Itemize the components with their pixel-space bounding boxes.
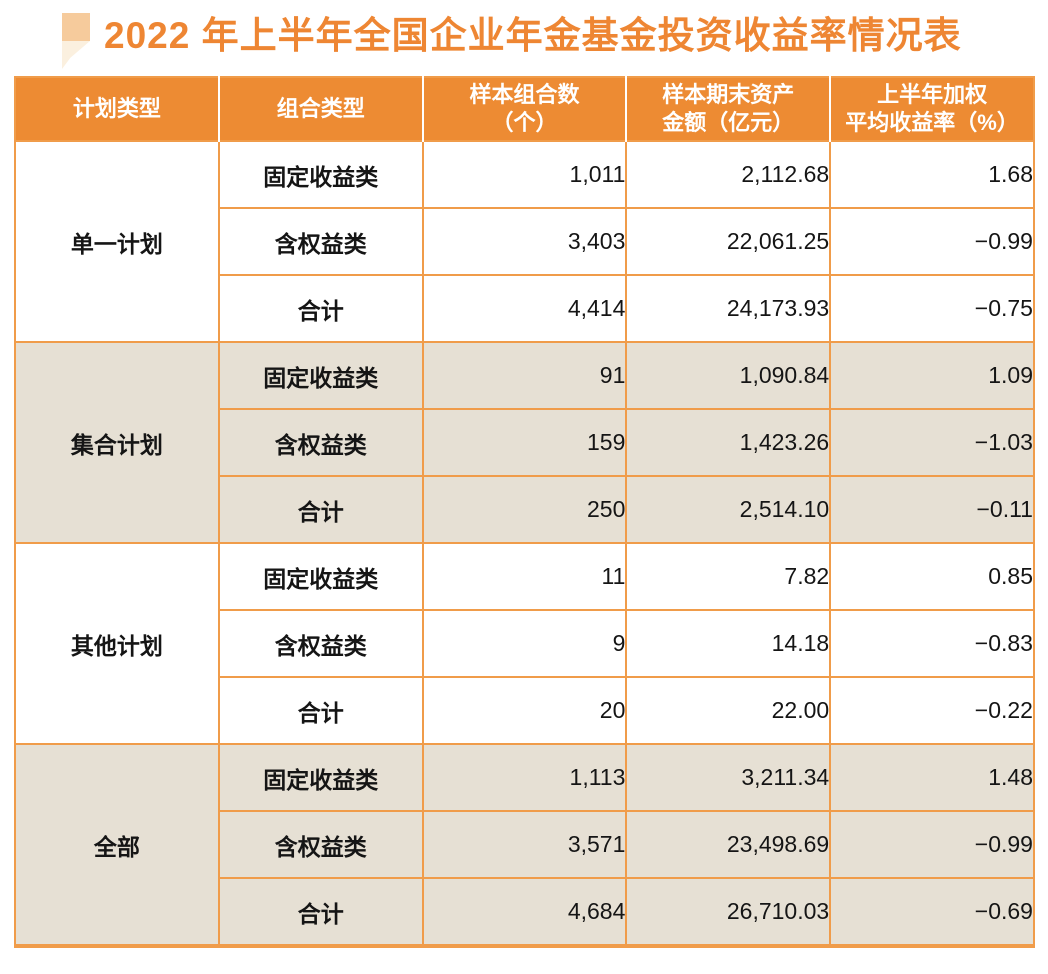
- rate-cell: 0.85: [829, 542, 1035, 611]
- rate-cell: −0.99: [829, 810, 1035, 879]
- rate-cell: −0.99: [829, 207, 1035, 276]
- table-row: 集合计划 固定收益类 91 1,090.84 1.09: [14, 341, 1035, 544]
- plan-type-cell: 集合计划: [14, 341, 220, 544]
- header-label: 金额（亿元）: [662, 110, 795, 135]
- plan-type-cell: 全部: [14, 743, 220, 947]
- assets-cell: 14.18: [625, 609, 832, 678]
- col-header-period-end-assets: 样本期末资产 金额（亿元）: [625, 77, 831, 141]
- sample-count-cell: 11: [421, 542, 628, 611]
- rate-cell: −0.69: [829, 877, 1035, 947]
- header-row: 计划类型 组合类型 样本组合数 （个） 样本期末资产 金额（亿元） 上半年加权 …: [15, 77, 1034, 141]
- table-row: 单一计划 固定收益类 1,011 2,112.68 1.68: [14, 140, 1035, 343]
- sample-count-cell: 1,113: [421, 743, 628, 812]
- rate-cell: 1.09: [829, 341, 1035, 410]
- table-row: 其他计划 固定收益类 11 7.82 0.85: [14, 542, 1035, 745]
- rate-cell: −0.22: [829, 676, 1035, 745]
- table-row: 含权益类 159 1,423.26 −1.03: [15, 408, 1035, 477]
- rate-cell: −1.03: [829, 408, 1035, 477]
- header-label: 上半年加权: [877, 82, 988, 107]
- col-header-sample-count: 样本组合数 （个）: [421, 77, 627, 141]
- portfolio-type-cell: 合计: [217, 475, 424, 544]
- assets-cell: 1,090.84: [625, 341, 832, 410]
- portfolio-type-cell: 含权益类: [217, 408, 424, 477]
- portfolio-type-cell: 合计: [217, 676, 424, 745]
- bullet-tail: [62, 41, 90, 69]
- header-label: 计划类型: [72, 96, 161, 121]
- header-label: 样本期末资产: [662, 82, 795, 107]
- table-row: 合计 4,414 24,173.93 −0.75: [15, 274, 1035, 343]
- assets-cell: 2,112.68: [625, 140, 832, 209]
- title-row: 2022 年上半年全国企业年金基金投资收益率情况表: [62, 10, 962, 69]
- assets-cell: 1,423.26: [625, 408, 832, 477]
- portfolio-type-cell: 固定收益类: [217, 341, 424, 410]
- table-row: 含权益类 9 14.18 −0.83: [15, 609, 1035, 678]
- plan-type-cell: 单一计划: [14, 140, 220, 343]
- table-row: 合计 4,684 26,710.03 −0.69: [15, 877, 1035, 947]
- portfolio-type-cell: 合计: [217, 274, 424, 343]
- sample-count-cell: 3,571: [421, 810, 628, 879]
- assets-cell: 26,710.03: [625, 877, 832, 947]
- page-title: 2022 年上半年全国企业年金基金投资收益率情况表: [104, 15, 962, 56]
- assets-cell: 2,514.10: [625, 475, 832, 544]
- sample-count-cell: 3,403: [421, 207, 628, 276]
- annuity-returns-table: 计划类型 组合类型 样本组合数 （个） 样本期末资产 金额（亿元） 上半年加权 …: [14, 76, 1035, 948]
- sample-count-cell: 91: [421, 341, 628, 410]
- rate-cell: −0.75: [829, 274, 1035, 343]
- assets-cell: 23,498.69: [625, 810, 832, 879]
- header-label: 组合类型: [276, 96, 365, 121]
- sample-count-cell: 1,011: [421, 140, 628, 209]
- header-label: 平均收益率（%）: [845, 110, 1019, 135]
- col-header-portfolio-type: 组合类型: [217, 77, 423, 141]
- title-bullet-icon: [62, 13, 90, 69]
- header-label: （个）: [491, 110, 558, 135]
- table-row: 含权益类 3,571 23,498.69 −0.99: [15, 810, 1035, 879]
- table-row: 合计 20 22.00 −0.22: [15, 676, 1035, 745]
- col-header-plan-type: 计划类型: [15, 77, 219, 141]
- assets-cell: 24,173.93: [625, 274, 832, 343]
- sample-count-cell: 159: [421, 408, 628, 477]
- rate-cell: 1.48: [829, 743, 1035, 812]
- assets-cell: 22,061.25: [625, 207, 832, 276]
- bullet-square: [62, 13, 90, 41]
- header-label: 样本组合数: [469, 82, 580, 107]
- sample-count-cell: 20: [421, 676, 628, 745]
- portfolio-type-cell: 含权益类: [217, 207, 424, 276]
- portfolio-type-cell: 固定收益类: [217, 542, 424, 611]
- plan-type-cell: 其他计划: [14, 542, 220, 745]
- rate-cell: −0.11: [829, 475, 1035, 544]
- sample-count-cell: 250: [421, 475, 628, 544]
- table-header: 计划类型 组合类型 样本组合数 （个） 样本期末资产 金额（亿元） 上半年加权 …: [15, 77, 1034, 141]
- sample-count-cell: 9: [421, 609, 628, 678]
- portfolio-type-cell: 含权益类: [217, 609, 424, 678]
- portfolio-type-cell: 合计: [217, 877, 424, 947]
- assets-cell: 3,211.34: [625, 743, 832, 812]
- table-row: 合计 250 2,514.10 −0.11: [15, 475, 1035, 544]
- rate-cell: −0.83: [829, 609, 1035, 678]
- assets-cell: 22.00: [625, 676, 832, 745]
- rate-cell: 1.68: [829, 140, 1035, 209]
- table-row: 全部 固定收益类 1,113 3,211.34 1.48: [14, 743, 1035, 947]
- col-header-weighted-return: 上半年加权 平均收益率（%）: [829, 77, 1034, 141]
- table-row: 含权益类 3,403 22,061.25 −0.99: [15, 207, 1035, 276]
- assets-cell: 7.82: [625, 542, 832, 611]
- sample-count-cell: 4,684: [421, 877, 628, 947]
- portfolio-type-cell: 含权益类: [217, 810, 424, 879]
- portfolio-type-cell: 固定收益类: [217, 140, 424, 209]
- sample-count-cell: 4,414: [421, 274, 628, 343]
- portfolio-type-cell: 固定收益类: [217, 743, 424, 812]
- table-body: 单一计划 固定收益类 1,011 2,112.68 1.68 含权益类 3,403 22,06…: [14, 140, 1035, 947]
